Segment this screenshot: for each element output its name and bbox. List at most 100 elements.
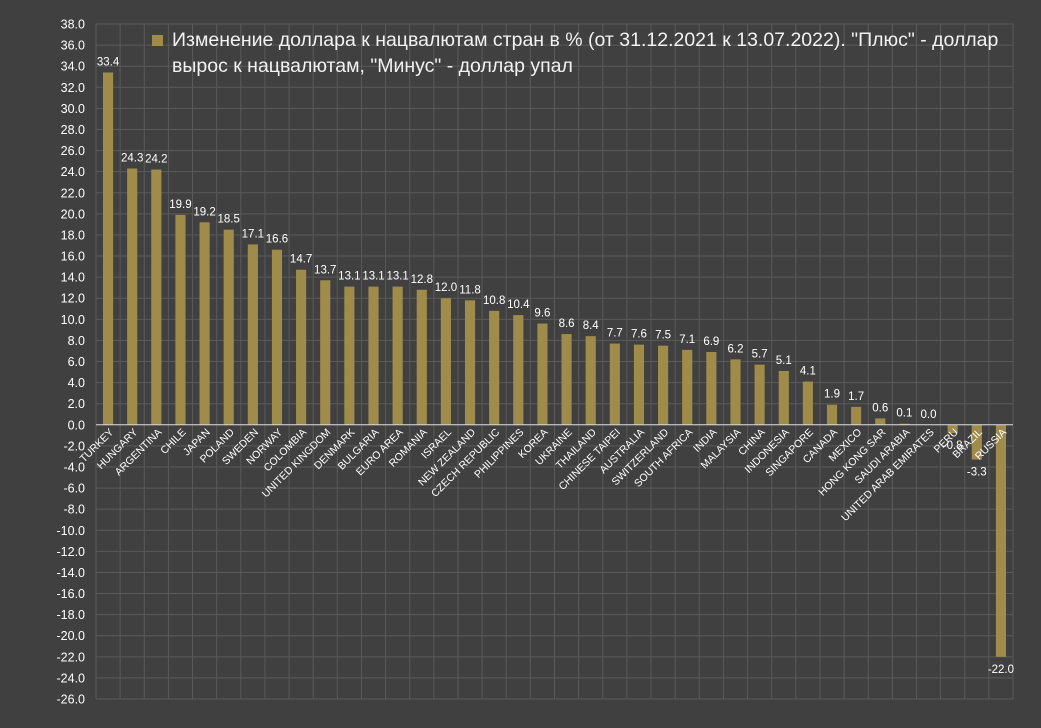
- y-tick-label: -20.0: [57, 629, 86, 643]
- data-label: 1.7: [848, 391, 864, 403]
- bar: [899, 423, 910, 425]
- data-label: 5.7: [752, 349, 768, 361]
- y-tick-label: 6.0: [68, 355, 85, 369]
- y-tick-label: -8.0: [63, 503, 85, 517]
- data-label: 14.7: [290, 254, 312, 266]
- legend-swatch: [152, 35, 163, 46]
- data-label: 16.6: [266, 234, 288, 246]
- data-label: -22.0: [988, 664, 1014, 676]
- data-label: 13.1: [386, 271, 408, 283]
- data-label: 19.9: [169, 199, 191, 211]
- bar: [175, 214, 186, 425]
- y-tick-label: 12.0: [61, 292, 85, 306]
- bar: [633, 344, 645, 425]
- y-tick-label: -26.0: [57, 693, 86, 707]
- data-label: 33.4: [97, 57, 120, 69]
- data-label: 8.6: [559, 318, 575, 330]
- data-label: 7.7: [607, 328, 623, 340]
- data-label: 0.0: [921, 409, 937, 421]
- data-label: 12.0: [435, 282, 457, 294]
- bar: [971, 424, 982, 460]
- data-label: 1.9: [824, 389, 840, 401]
- y-tick-label: 32.0: [61, 81, 85, 95]
- bar: [754, 364, 765, 425]
- data-label: 6.2: [727, 343, 743, 355]
- y-tick-label: 4.0: [68, 376, 85, 390]
- bar: [368, 286, 379, 425]
- y-tick-label: 26.0: [61, 144, 85, 158]
- data-label: 24.2: [145, 154, 167, 166]
- y-tick-label: 22.0: [61, 186, 85, 200]
- bar: [102, 72, 114, 425]
- data-label: 10.4: [507, 299, 530, 311]
- y-tick-label: 30.0: [61, 102, 85, 116]
- bar: [778, 370, 789, 425]
- data-label: 5.1: [776, 355, 792, 367]
- bar: [440, 298, 451, 425]
- y-tick-label: -4.0: [63, 460, 85, 474]
- y-tick-label: -22.0: [57, 650, 86, 664]
- y-tick-label: 38.0: [61, 18, 85, 32]
- bar: [513, 315, 524, 425]
- y-tick-label: 14.0: [61, 271, 85, 285]
- bar: [127, 168, 138, 425]
- data-label: 0.1: [896, 408, 912, 420]
- y-tick-label: -18.0: [57, 608, 86, 622]
- y-tick-label: 34.0: [61, 60, 85, 74]
- bar: [392, 286, 403, 425]
- y-tick-label: -6.0: [63, 482, 85, 496]
- y-tick-label: 10.0: [61, 313, 85, 327]
- bar: [271, 249, 283, 425]
- data-label: 10.8: [483, 295, 505, 307]
- data-label: -3.3: [967, 467, 987, 479]
- bar: [199, 222, 210, 425]
- data-label: 7.6: [631, 329, 647, 341]
- y-tick-label: 16.0: [61, 250, 85, 264]
- data-label: 9.6: [534, 308, 550, 320]
- y-tick-label: 2.0: [68, 397, 85, 411]
- data-label: -0.8: [943, 440, 963, 452]
- data-label: 13.1: [362, 271, 384, 283]
- data-label: 24.3: [121, 152, 143, 164]
- y-tick-label: 36.0: [61, 39, 85, 53]
- bar: [489, 310, 500, 425]
- bar: [875, 418, 886, 425]
- y-tick-label: 24.0: [61, 165, 85, 179]
- data-label: 8.4: [583, 320, 600, 332]
- y-tick-label: -2.0: [63, 439, 85, 453]
- data-label: 13.7: [314, 264, 336, 276]
- data-label: 7.5: [655, 330, 671, 342]
- bar: [995, 424, 1007, 657]
- y-tick-label: 8.0: [68, 334, 85, 348]
- bar: [320, 280, 331, 425]
- data-label: 0.6: [872, 402, 888, 414]
- data-label: 7.1: [679, 334, 695, 346]
- data-label: 11.8: [459, 284, 481, 296]
- bar: [851, 406, 862, 425]
- bar: [296, 269, 307, 425]
- bar: [682, 349, 693, 425]
- y-tick-label: -12.0: [57, 545, 86, 559]
- y-tick-label: -16.0: [57, 587, 86, 601]
- data-label: 19.2: [193, 206, 215, 218]
- bar: [561, 334, 572, 425]
- bar: [730, 359, 741, 425]
- bar: [344, 286, 355, 425]
- y-tick-label: 0.0: [68, 418, 85, 432]
- bar: [151, 169, 162, 425]
- bar: [585, 336, 596, 425]
- bar: [537, 323, 548, 425]
- y-tick-label: 28.0: [61, 123, 85, 137]
- bar: [609, 343, 620, 425]
- data-label: 13.1: [338, 271, 360, 283]
- bar: [826, 404, 838, 425]
- y-tick-label: -24.0: [57, 671, 86, 685]
- bar: [223, 229, 234, 425]
- bar: [247, 244, 258, 425]
- data-label: 4.1: [800, 366, 816, 378]
- y-tick-label: -14.0: [57, 566, 86, 580]
- data-label: 6.9: [703, 336, 719, 348]
- data-label: 17.1: [242, 228, 264, 240]
